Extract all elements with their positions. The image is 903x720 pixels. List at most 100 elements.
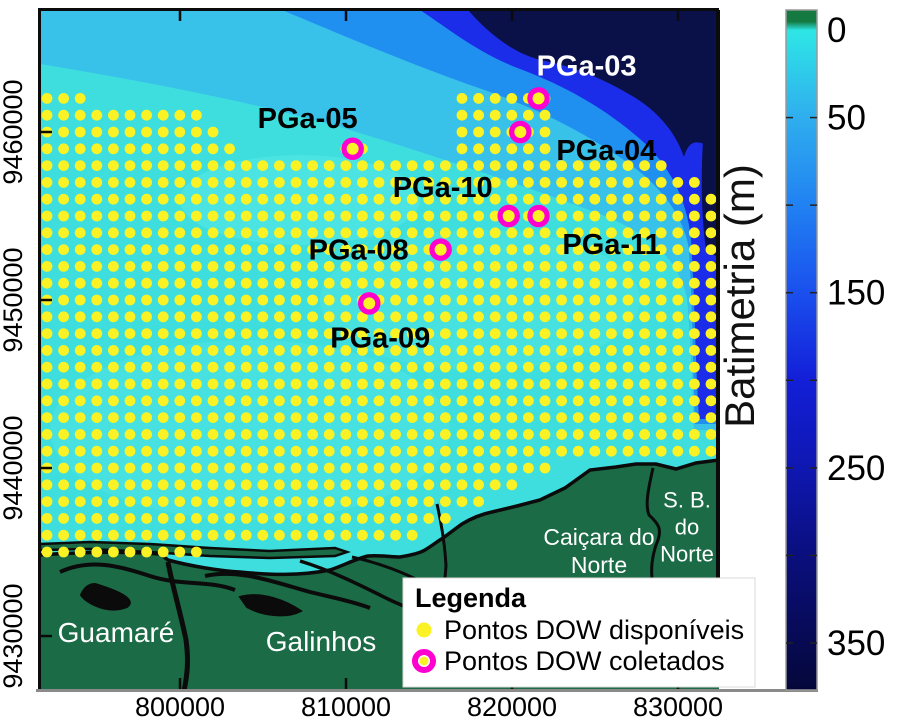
dow-point [705,328,717,339]
dow-point [240,244,252,256]
dow-point [58,93,69,104]
dow-point [705,378,717,390]
dow-point [58,361,69,373]
dow-point [506,294,518,306]
dow-point [307,479,318,491]
dow-point [174,496,186,507]
dow-point [74,361,86,373]
dow-point [74,546,86,558]
dow-point [108,345,119,356]
dow-point [456,277,468,289]
station-ring-PGa-03 [527,87,550,110]
dow-point [606,395,617,407]
dow-point [174,210,186,222]
dow-point [572,311,584,323]
dow-point [440,479,451,491]
station-label-PGa-11: PGa-11 [562,229,660,261]
dow-grid-dots [41,93,717,558]
dow-point [390,311,401,323]
dow-point [290,328,302,339]
dow-point [506,479,518,491]
dow-point [506,93,518,104]
dow-point [489,395,501,407]
dow-point [141,479,153,491]
dow-point [473,160,484,172]
dow-point [191,395,202,407]
dow-point [373,261,385,272]
dow-point [639,328,650,339]
dow-point [290,529,302,541]
dow-point [323,462,335,474]
dow-point [108,546,119,558]
dow-point [307,311,318,323]
dow-point [489,177,501,188]
dow-point [705,311,717,323]
dow-point [157,143,169,155]
dow-point [373,513,385,524]
dow-point [157,126,169,138]
dow-point [141,345,153,356]
dow-point [108,193,119,205]
dow-point [539,193,551,205]
dow-point [41,345,53,356]
depth-band-4 [468,10,719,157]
dow-point [323,345,335,356]
dow-point [357,429,368,440]
dow-point [655,160,667,172]
dow-point [191,311,202,323]
dow-point [406,462,418,474]
dow-point [340,311,352,323]
dow-point [141,311,153,323]
dow-point [672,294,684,306]
dow-point [141,445,153,457]
dow-point [672,429,684,440]
dow-point [191,109,202,121]
dow-point [373,429,385,440]
dow-point [340,177,352,188]
dow-point [473,462,484,474]
dow-point [523,328,534,339]
dow-point [606,328,617,339]
dow-point [290,361,302,373]
dow-point [274,160,285,172]
dow-point [157,462,169,474]
dow-point [224,529,236,541]
dow-point [307,412,318,423]
dow-point [357,277,368,289]
dow-point [41,429,53,440]
dow-point [539,345,551,356]
dow-point [556,227,567,239]
dow-point [257,210,269,222]
dow-point [191,261,202,272]
dow-point [108,143,119,155]
dow-point [323,429,335,440]
dow-point [406,294,418,306]
dow-point [556,429,567,440]
dow-point [174,429,186,440]
dow-point [556,395,567,407]
dow-point [639,395,650,407]
dow-point [589,429,601,440]
dow-point [423,210,435,222]
dow-point [207,227,219,239]
station-label-PGa-05: PGa-05 [258,103,358,135]
dow-point [589,345,601,356]
dow-point [307,261,318,272]
colorbar-tick-label: 0 [827,11,846,50]
dow-point [240,429,252,440]
dow-point [506,143,518,155]
dow-point [373,496,385,507]
dow-point [340,160,352,172]
dow-point [141,513,153,524]
dow-point [274,311,285,323]
dow-point [423,294,435,306]
dow-point [655,412,667,423]
dow-point [307,529,318,541]
dow-point [373,345,385,356]
dow-point [639,412,650,423]
station-center-PGa-11 [532,210,545,223]
dow-point [274,177,285,188]
dow-point [108,311,119,323]
dow-point [489,412,501,423]
